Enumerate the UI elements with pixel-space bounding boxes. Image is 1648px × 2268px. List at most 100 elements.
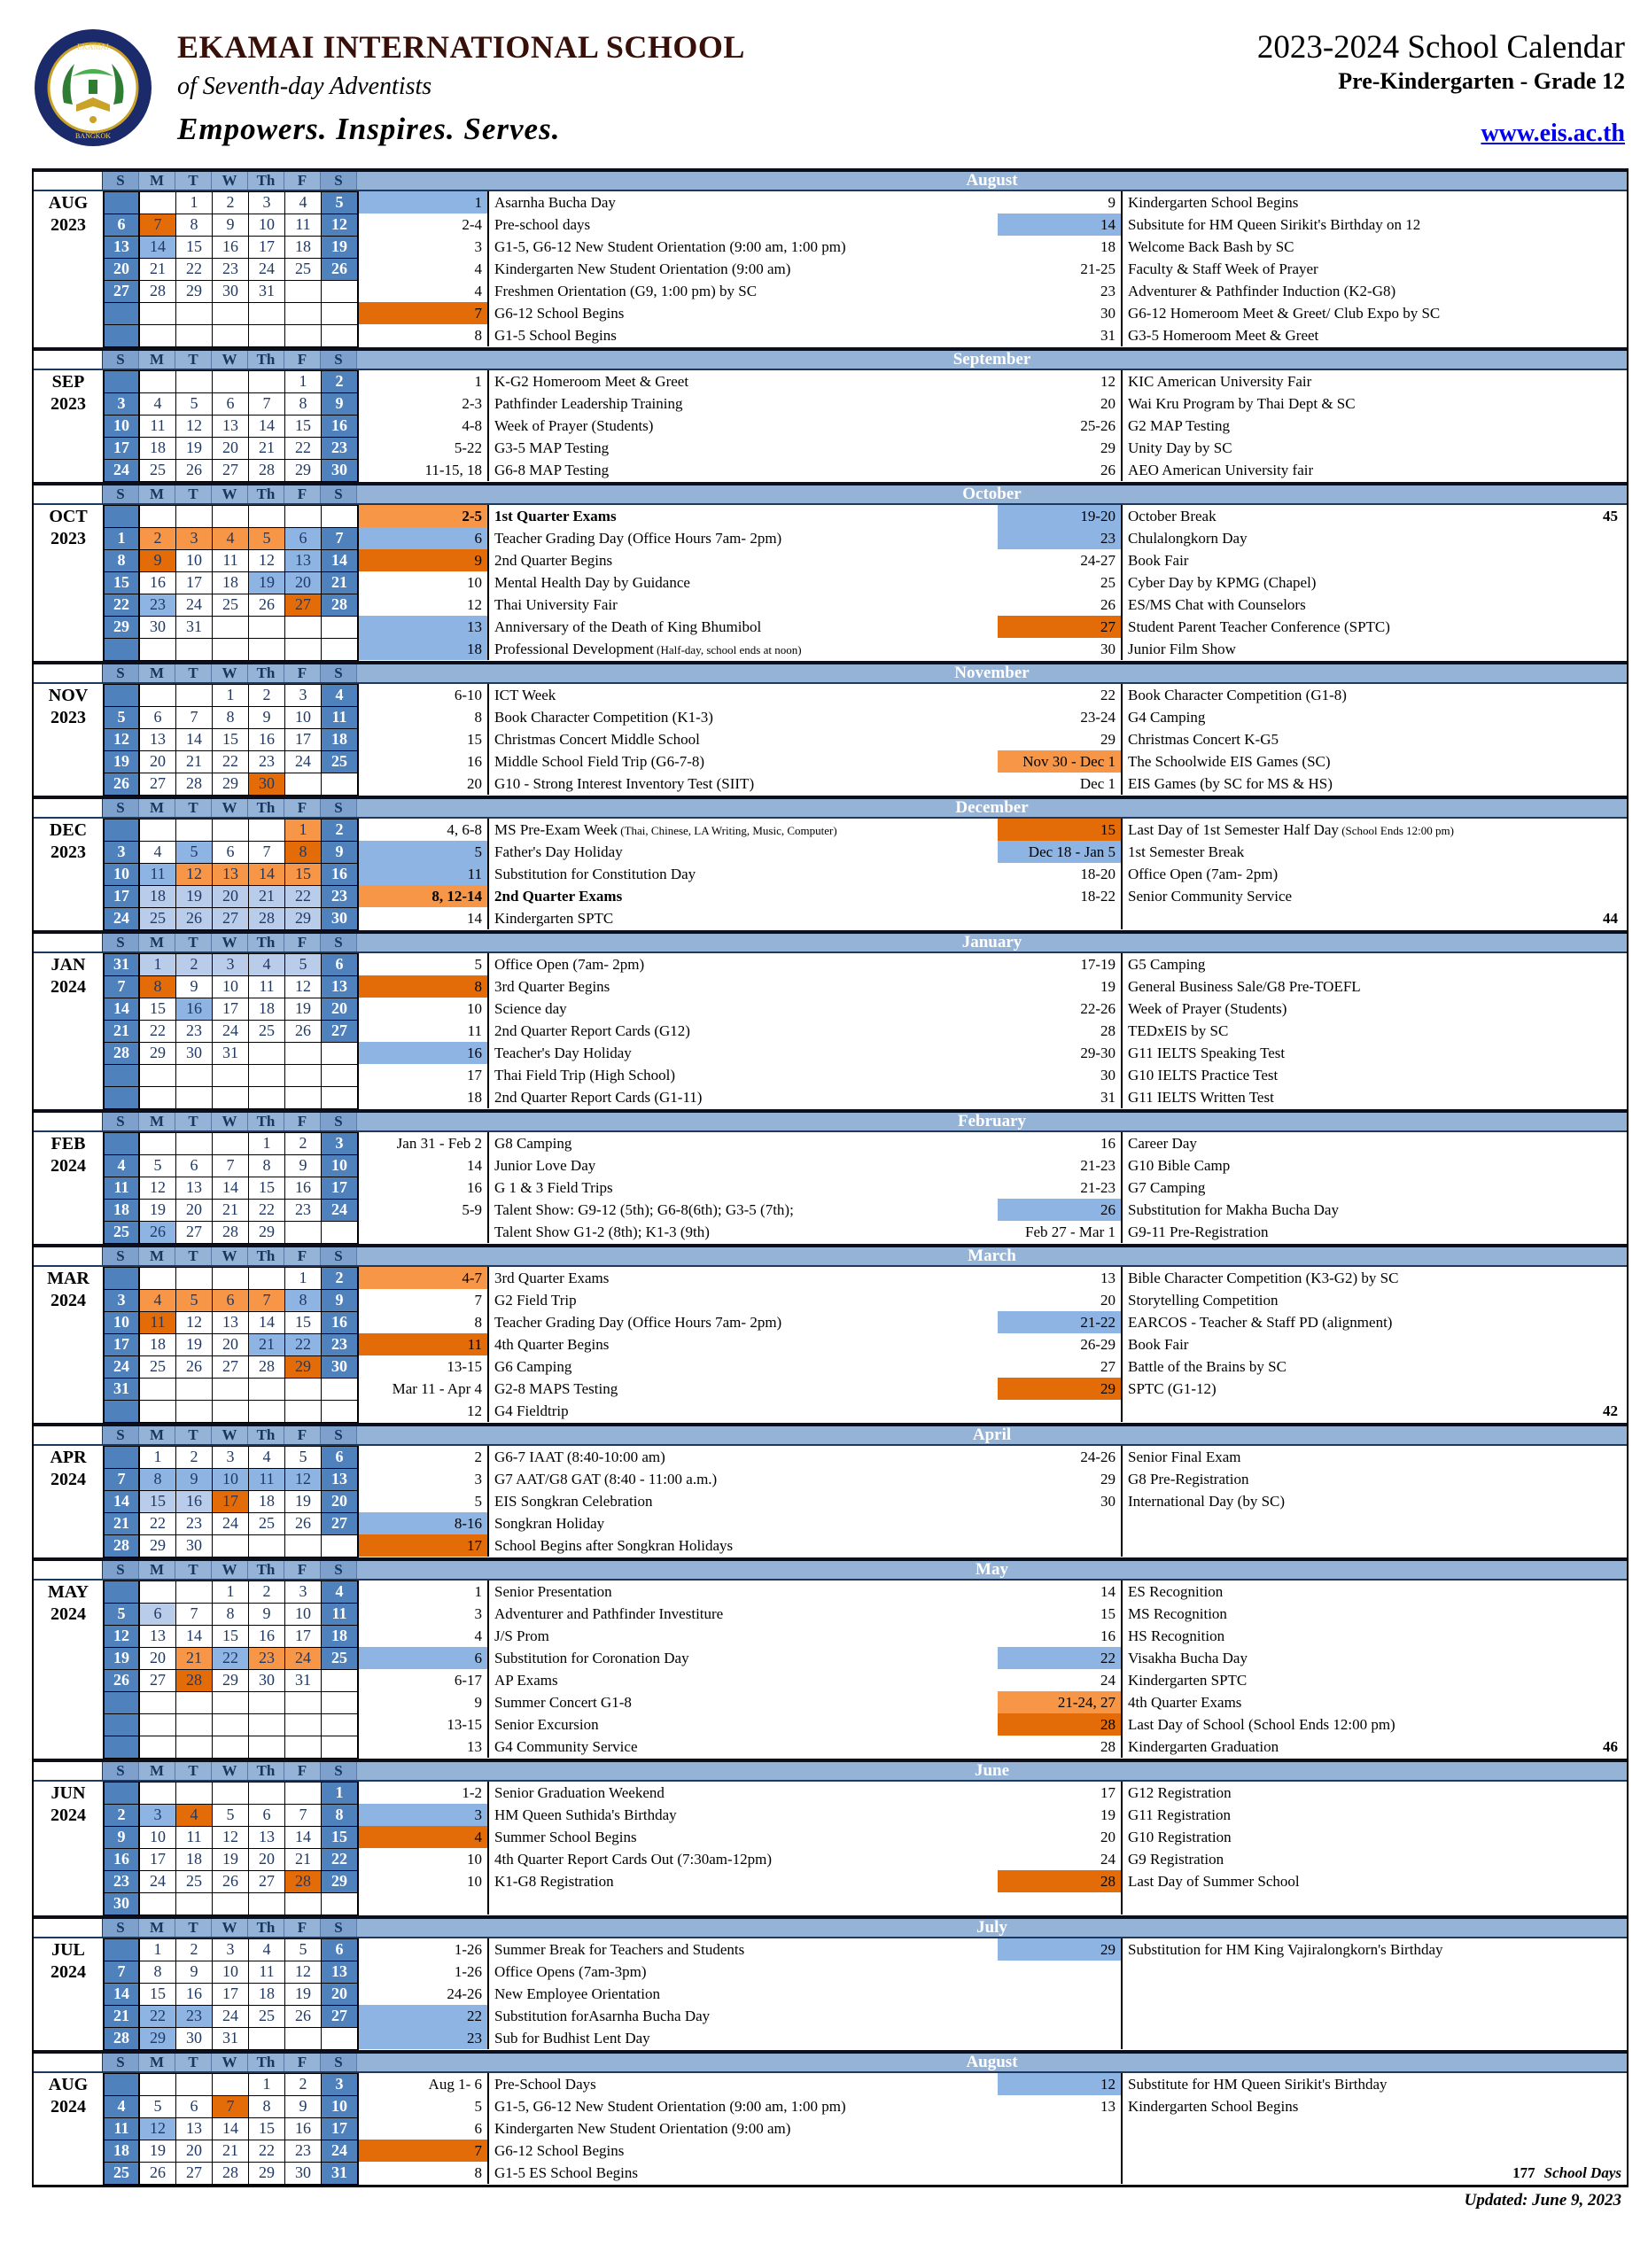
event-date: 5-9 (462, 1201, 482, 1218)
day-cell: 19 (103, 1647, 139, 1669)
event-row: 4, 6-8 MS Pre-Exam Week (Thai, Chinese, L… (359, 819, 1627, 841)
day-cell: 4 (139, 1289, 175, 1311)
day-cell (103, 1400, 139, 1422)
month-header-spacer (34, 934, 103, 951)
event-date: 4-7 (359, 1267, 487, 1289)
week-row: 24 25 26 27 28 29 30 (103, 459, 357, 481)
month-grid: 1 2 3 4 5 6 7 8 9 10 11 12 13 14 15 16 17 18 19 20 21 22 23 24 2… (103, 2073, 359, 2185)
day-cell: 27 (175, 1221, 212, 1243)
event-row: 8 G1-5 School Begins 31 G3-5 Homeroom Meet … (359, 324, 1627, 346)
weekday-header: W (212, 799, 248, 817)
day-cell (212, 1132, 248, 1154)
month-header-bar: S M T W Th F S May (34, 1557, 1627, 1581)
event-text: G10 IELTS Practice Test (1121, 1064, 1627, 1086)
event-text: G1-5 ES School Begins (487, 2162, 998, 2184)
event-text: G4 Camping (1121, 706, 1627, 728)
month-block-jul-2024: S M T W Th F S July JUL 2024 1 2 3 4 5 6 7 8 9 10 11 12 13 14 15… (32, 1915, 1629, 2050)
month-block-aug-2023: S M T W Th F S August AUG 2023 1 2 3 4 5 6 7 8 9 10 11 12 13 14… (32, 168, 1629, 347)
week-row: 24 25 26 27 28 29 30 (103, 907, 357, 929)
day-cell (139, 2073, 175, 2095)
day-cell (248, 1713, 284, 1736)
day-cell: 30 (248, 1669, 284, 1691)
month-abbr: SEP (51, 372, 85, 392)
day-cell: 21 (103, 1020, 139, 1042)
day-cell: 4 (248, 1446, 284, 1468)
day-cell (321, 1042, 357, 1064)
day-cell: 17 (248, 236, 284, 258)
day-cell: 12 (248, 549, 284, 571)
day-cell: 30 (139, 616, 175, 638)
day-cell: 29 (321, 1870, 357, 1892)
day-cell (175, 1267, 212, 1289)
event-text: Student Parent Teacher Conference (SPTC) (1121, 616, 1627, 638)
event-text: Christmas Concert Middle School (487, 728, 998, 750)
month-name: December (955, 798, 1029, 817)
day-cell: 8 (284, 841, 321, 863)
day-cell: 31 (248, 280, 284, 302)
month-year: 2023 (51, 215, 86, 235)
month-header-spacer (34, 1426, 103, 1444)
month-name: September (952, 350, 1031, 369)
day-cell: 7 (175, 1603, 212, 1625)
day-cell: 13 (248, 1826, 284, 1848)
day-cell: 4 (248, 953, 284, 975)
day-cell: 5 (284, 1938, 321, 1961)
event-text: G6-12 Homeroom Meet & Greet/ Club Expo b… (1121, 302, 1627, 324)
day-cell: 24 (284, 1647, 321, 1669)
event-row: 4 Freshmen Orientation (G9, 1:00 pm) by S… (359, 280, 1627, 302)
weekday-header: Th (248, 1762, 284, 1780)
event-text: Last Day of 1st Semester Half Day (Schoo… (1121, 819, 1627, 841)
week-row: 4 5 6 7 8 9 10 (103, 1154, 357, 1177)
school-identity: EKAMAI INTERNATIONAL SCHOOL of Seventh-d… (165, 12, 1168, 147)
month-year: 2024 (51, 2097, 86, 2117)
event-date: 31 (1100, 1089, 1116, 1106)
day-cell: 12 (103, 728, 139, 750)
week-row: 28 29 30 31 (103, 2027, 357, 2049)
event-date: 26 (1100, 596, 1116, 613)
event-row: 16 Middle School Field Trip (G6-7-8) Nov 3… (359, 750, 1627, 773)
weekday-header: Th (248, 351, 284, 369)
day-cell: 26 (321, 258, 357, 280)
event-text: G3-5 Homeroom Meet & Greet (1121, 324, 1627, 346)
day-cell: 3 (103, 1289, 139, 1311)
week-row: 19 20 21 22 23 24 25 (103, 750, 357, 773)
day-cell: 23 (284, 1199, 321, 1221)
event-label: Faculty & Staff Week of Prayer (1128, 260, 1318, 277)
day-cell (212, 1534, 248, 1557)
week-row (103, 1713, 357, 1736)
day-cell: 26 (139, 2162, 175, 2184)
day-cell: 26 (248, 594, 284, 616)
day-cell: 22 (139, 1512, 175, 1534)
day-cell (212, 302, 248, 324)
event-label: Substitute for HM Queen Sirikit's Birthd… (1128, 2076, 1388, 2093)
event-date: 8 (474, 709, 483, 726)
event-date: 17 (1100, 1784, 1116, 1801)
event-date: 14 (467, 1157, 482, 1174)
event-row: 1 Asarnha Bucha Day 9 Kindergarten School B… (359, 191, 1627, 214)
day-cell (103, 1064, 139, 1086)
event-date: 13 (467, 1738, 482, 1755)
event-text: Teacher Grading Day (Office Hours 7am- 2… (487, 527, 998, 549)
day-cell: 25 (248, 1512, 284, 1534)
day-cell: 17 (212, 1983, 248, 2005)
week-row: 31 1 2 3 4 5 6 (103, 953, 357, 975)
day-cell (103, 1938, 139, 1961)
weekday-header: W (212, 172, 248, 190)
day-cell (175, 1581, 212, 1603)
school-website-link[interactable]: www.eis.ac.th (1481, 120, 1625, 147)
day-cell (103, 1581, 139, 1603)
day-cell: 5 (321, 191, 357, 214)
day-cell: 25 (139, 907, 175, 929)
day-cell (103, 1446, 139, 1468)
event-date: 5 (474, 1493, 483, 1510)
event-date: 6-10 (454, 687, 482, 703)
day-cell: 13 (284, 549, 321, 571)
event-date: 30 (1100, 641, 1116, 657)
day-cell: 6 (139, 706, 175, 728)
month-block-oct-2023: S M T W Th F S October OCT 2023 1 2 3 4 5 6 7 8 9 10 11 12 13 1… (32, 482, 1629, 661)
event-text (1121, 1512, 1627, 1534)
event-row: 14 Kindergarten SPTC 44 (359, 907, 1627, 929)
month-events: 1-2 Senior Graduation Weekend 17 G12 Regist… (359, 1782, 1627, 1915)
day-cell: 20 (284, 571, 321, 594)
